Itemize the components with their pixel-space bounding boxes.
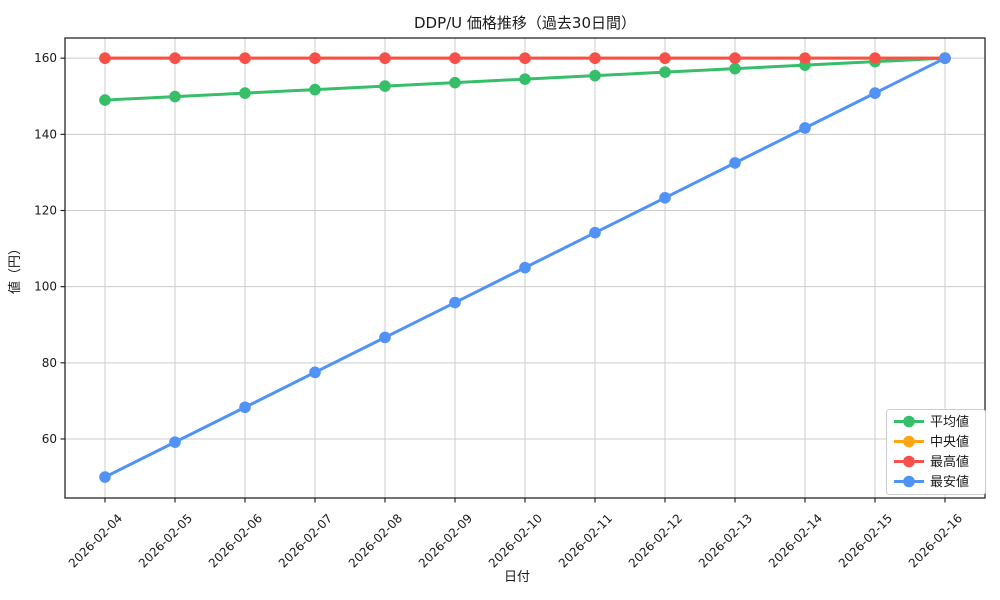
data-point-max — [869, 52, 881, 64]
data-point-max — [309, 52, 321, 64]
axis-ticks — [60, 57, 946, 503]
data-point-max — [519, 52, 531, 64]
x-tick-label: 2026-02-16 — [906, 511, 965, 570]
y-tick-label: 60 — [42, 432, 57, 446]
legend-marker-min — [903, 475, 915, 488]
x-tick-label: 2026-02-06 — [206, 511, 265, 570]
y-axis-label: 値（円） — [7, 242, 23, 294]
data-point-avg — [519, 73, 531, 85]
legend-item-median: 中央値 — [894, 434, 969, 450]
x-axis-label: 日付 — [504, 570, 530, 585]
data-point-max — [449, 52, 461, 64]
x-tick-label: 2026-02-14 — [766, 511, 825, 570]
legend-label-avg: 平均値 — [930, 414, 969, 430]
data-point-max — [169, 52, 181, 64]
legend-marker-median — [903, 435, 915, 448]
data-point-min — [99, 471, 111, 483]
data-point-min — [589, 226, 601, 239]
x-tick-label: 2026-02-08 — [346, 511, 405, 570]
legend-item-min: 最安値 — [894, 474, 969, 490]
data-point-max — [729, 52, 741, 64]
y-tick-labels: 60 80 100 120 140 160 — [34, 51, 57, 446]
legend-item-avg: 平均値 — [894, 414, 969, 430]
x-tick-label: 2026-02-15 — [836, 511, 895, 570]
data-point-max — [379, 52, 391, 64]
data-point-avg — [729, 62, 741, 75]
chart-title: DDP/U 価格推移（過去30日間） — [414, 14, 636, 32]
legend-box — [886, 409, 986, 495]
legend-item-max: 最高値 — [894, 454, 969, 470]
data-point-min — [869, 87, 881, 99]
legend-label-median: 中央値 — [930, 434, 969, 450]
legend-label-min: 最安値 — [930, 474, 969, 490]
series-layer — [99, 52, 951, 483]
data-point-avg — [169, 90, 181, 103]
data-point-min — [309, 366, 321, 379]
data-point-min — [729, 157, 741, 169]
x-tick-label: 2026-02-09 — [416, 511, 475, 570]
data-point-min — [659, 192, 671, 204]
data-point-min — [799, 122, 811, 134]
data-point-max — [659, 52, 671, 64]
data-point-avg — [659, 66, 671, 78]
legend-marker-avg — [903, 415, 915, 428]
x-tick-label: 2026-02-10 — [486, 511, 545, 570]
legend-label-max: 最高値 — [930, 454, 969, 470]
y-tick-label: 140 — [34, 127, 57, 141]
data-point-max — [589, 52, 601, 64]
data-point-max — [799, 52, 811, 64]
x-tick-label: 2026-02-07 — [276, 511, 335, 570]
data-point-min — [379, 331, 391, 344]
x-tick-label: 2026-02-04 — [66, 511, 125, 570]
data-point-avg — [309, 83, 321, 96]
y-tick-label: 160 — [34, 51, 57, 65]
data-point-min — [519, 261, 531, 274]
x-tick-label: 2026-02-12 — [626, 511, 685, 570]
y-tick-label: 80 — [42, 356, 57, 370]
data-point-min — [169, 436, 181, 448]
data-point-avg — [589, 69, 601, 82]
legend-marker-max — [903, 455, 915, 468]
data-point-avg — [449, 76, 461, 89]
data-point-max — [239, 52, 251, 64]
data-point-avg — [379, 80, 391, 92]
data-point-avg — [99, 94, 111, 106]
x-tick-label: 2026-02-13 — [696, 511, 755, 570]
x-tick-label: 2026-02-11 — [556, 511, 615, 570]
data-point-min — [939, 52, 951, 64]
x-tick-labels: 2026-02-04 2026-02-05 2026-02-06 2026-02-07… — [66, 511, 965, 570]
data-point-min — [449, 296, 461, 309]
data-point-avg — [239, 87, 251, 99]
x-tick-label: 2026-02-05 — [136, 511, 195, 570]
data-point-min — [239, 401, 251, 414]
y-tick-label: 120 — [34, 204, 57, 218]
data-point-max — [99, 52, 111, 64]
y-tick-label: 100 — [34, 280, 57, 294]
